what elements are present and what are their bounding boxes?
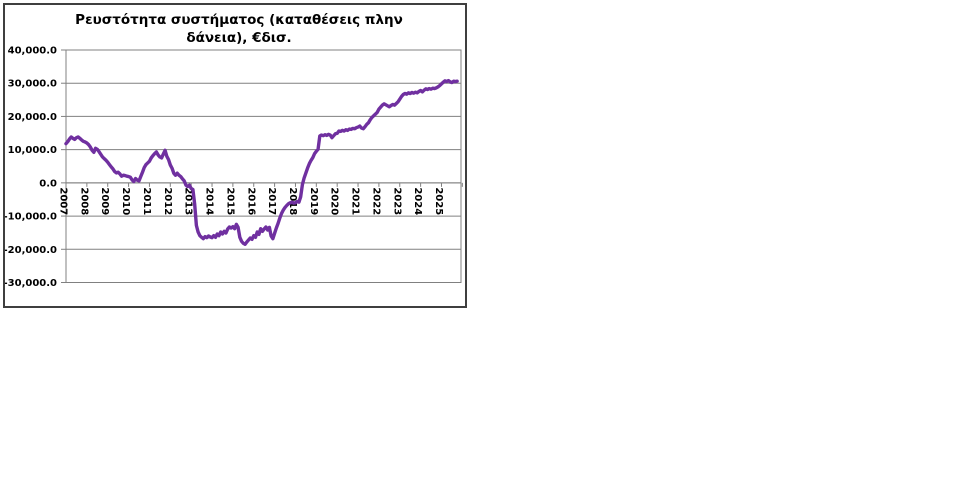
y-tick-label: 0.0: [39, 178, 57, 189]
y-tick-label: 40,000.0: [8, 46, 57, 57]
x-tick-label: 2011: [141, 187, 152, 215]
x-tick-label: 2020: [329, 187, 340, 215]
y-tick-label: 10,000.0: [8, 145, 57, 156]
chart-frame: Ρευστότητα συστήματος (καταθέσεις πλην δ…: [3, 3, 467, 308]
liquidity-line-chart: 40,000.0 30,000.0 20,000.0 10,000.0 0.0 -10,0…: [5, 46, 463, 290]
y-tick-label: -30,000.0: [5, 278, 57, 289]
x-tick-label: 2024: [412, 187, 423, 215]
series-line: [64, 78, 459, 247]
x-tick-label: 2022: [370, 187, 381, 215]
x-tick-label: 2008: [78, 187, 89, 215]
y-tick-label: -10,000.0: [5, 212, 57, 223]
x-tick-label: 2007: [58, 187, 69, 215]
chart-title: Ρευστότητα συστήματος (καταθέσεις πλην δ…: [75, 12, 403, 47]
x-tick-label: 2016: [245, 187, 256, 215]
x-tick-label: 2025: [433, 187, 444, 215]
plot-area-border: [65, 49, 462, 283]
x-tick-label: 2019: [308, 187, 319, 215]
gridlines-group: [66, 49, 461, 283]
x-tick-label: 2012: [162, 187, 173, 215]
x-tick-label: 2015: [224, 187, 235, 215]
y-tick-label: 30,000.0: [8, 79, 57, 90]
x-tick-label: 2009: [99, 187, 110, 215]
axes-group: [61, 49, 463, 283]
x-tick-label: 2013: [183, 187, 194, 215]
x-axis-labels-group: 2007 2008 2009 2010 2011 2012 2013 2014 2015 2016…: [58, 187, 444, 215]
y-axis-labels-group: 40,000.0 30,000.0 20,000.0 10,000.0 0.0 -10,0…: [5, 46, 57, 290]
x-tick-label: 2017: [266, 187, 277, 215]
x-tick-label: 2010: [120, 187, 131, 215]
series-group: [64, 78, 459, 247]
y-tick-label: 20,000.0: [8, 112, 57, 123]
y-tick-label: -20,000.0: [5, 245, 57, 256]
x-tick-label: 2021: [350, 187, 361, 215]
x-tick-label: 2014: [204, 187, 215, 215]
x-tick-label: 2023: [391, 187, 402, 215]
